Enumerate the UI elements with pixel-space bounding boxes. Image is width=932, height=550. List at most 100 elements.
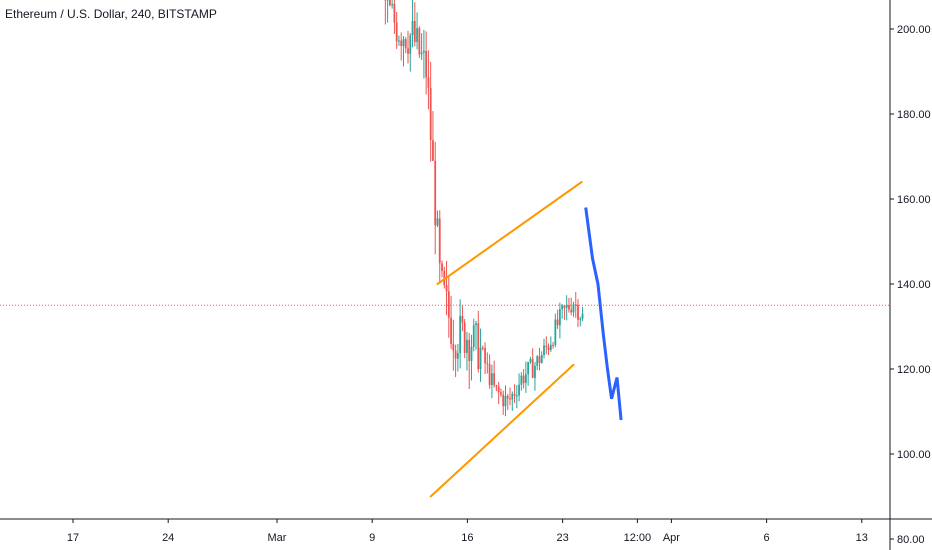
candle-body [484, 347, 486, 364]
candle-body [404, 39, 407, 49]
candle-body [486, 363, 489, 365]
candle-body [531, 359, 534, 378]
candle-body [420, 52, 423, 55]
trendlines-layer [429, 181, 583, 498]
candle-body [459, 315, 462, 354]
candle-body [561, 305, 564, 310]
candle-body [565, 305, 568, 308]
x-tick-label: Apr [663, 532, 680, 544]
candle-body [450, 317, 452, 345]
candle-body [454, 350, 457, 359]
x-tick-label: 17 [67, 532, 79, 544]
candle-body [515, 395, 518, 397]
candle-body [540, 355, 543, 363]
y-tick-label: 180.00 [897, 109, 931, 121]
candle-body [434, 160, 437, 226]
candle-body [502, 394, 505, 407]
candle-body [556, 319, 559, 326]
chart-title: Ethereum / U.S. Dollar, 240, BITSTAMP [5, 7, 217, 21]
candle-body [506, 395, 509, 399]
candle-body [402, 39, 405, 46]
trendline[interactable] [429, 363, 575, 498]
candle-body [518, 384, 520, 396]
candle-body [545, 345, 548, 347]
candle-body [413, 21, 416, 42]
y-tick-label: 80.00 [897, 534, 925, 546]
x-tick-label: 24 [162, 532, 174, 544]
candle-body [452, 344, 455, 351]
candle-body [395, 22, 398, 42]
x-tick-label: 9 [369, 532, 375, 544]
candle-body [536, 356, 539, 366]
candle-body [581, 313, 584, 319]
candle-body [393, 3, 396, 23]
candle-body [538, 356, 541, 363]
x-tick-label: 13 [856, 532, 868, 544]
candle-body [574, 304, 577, 306]
candles-layer [384, 0, 584, 417]
candle-body [409, 35, 412, 54]
y-tick-label: 160.00 [897, 194, 931, 206]
candle-body [554, 319, 557, 345]
x-tick-label: 16 [461, 532, 473, 544]
candle-body [422, 50, 425, 53]
candle-body [522, 375, 525, 383]
candle-body [509, 398, 511, 400]
candle-body [547, 346, 550, 350]
candle-body [504, 395, 507, 407]
x-tick-label: 23 [556, 532, 568, 544]
candle-body [438, 218, 441, 264]
candle-body [441, 263, 443, 271]
y-tick-label: 100.00 [897, 449, 931, 461]
candle-body [481, 347, 484, 349]
candle-body [495, 385, 498, 387]
projection-layer [584, 207, 623, 421]
candle-body [425, 50, 428, 78]
candle-body [568, 305, 570, 310]
candle-body [466, 339, 468, 353]
candle-body [398, 40, 400, 42]
candle-body [529, 359, 532, 363]
candle-body [463, 322, 466, 353]
candle-body [488, 364, 491, 385]
candle-body [552, 344, 554, 346]
y-tick-label: 120.00 [897, 364, 931, 376]
candle-body [513, 393, 516, 396]
candle-body [477, 323, 480, 370]
candle-body [436, 218, 439, 226]
candle-body [418, 28, 421, 55]
candle-body [524, 374, 527, 383]
candle-body [391, 3, 394, 6]
candle-body [447, 291, 450, 318]
candle-body [445, 285, 448, 292]
candle-body [497, 386, 500, 393]
candle-body [490, 373, 493, 385]
candle-body [400, 40, 403, 46]
candle-body [411, 21, 414, 36]
y-axis-ticks: 300.00280.00260.00240.00220.00200.00180.… [890, 24, 931, 546]
candle-body [570, 309, 573, 313]
candle-body [579, 318, 582, 320]
x-axis-ticks: 17 24 Mar 9 16 23 12:00 Apr 6 13 [67, 519, 868, 544]
trendline[interactable] [436, 181, 583, 285]
candle-body [572, 304, 575, 313]
projection-path [584, 207, 623, 421]
candle-body [416, 28, 418, 42]
y-tick-label: 140.00 [897, 279, 931, 291]
candle-body [429, 87, 432, 141]
candle-body [388, 0, 391, 6]
candle-body [577, 304, 579, 320]
candle-body [493, 373, 496, 386]
x-tick-label: 6 [764, 532, 770, 544]
candle-body [543, 345, 545, 356]
candle-body [461, 315, 464, 323]
x-tick-label: 12:00 [624, 532, 652, 544]
candle-body [500, 392, 502, 395]
candle-body [443, 270, 446, 286]
candle-body [479, 347, 482, 370]
candle-body [511, 393, 514, 400]
candle-body [407, 48, 409, 54]
candle-body [520, 375, 523, 385]
